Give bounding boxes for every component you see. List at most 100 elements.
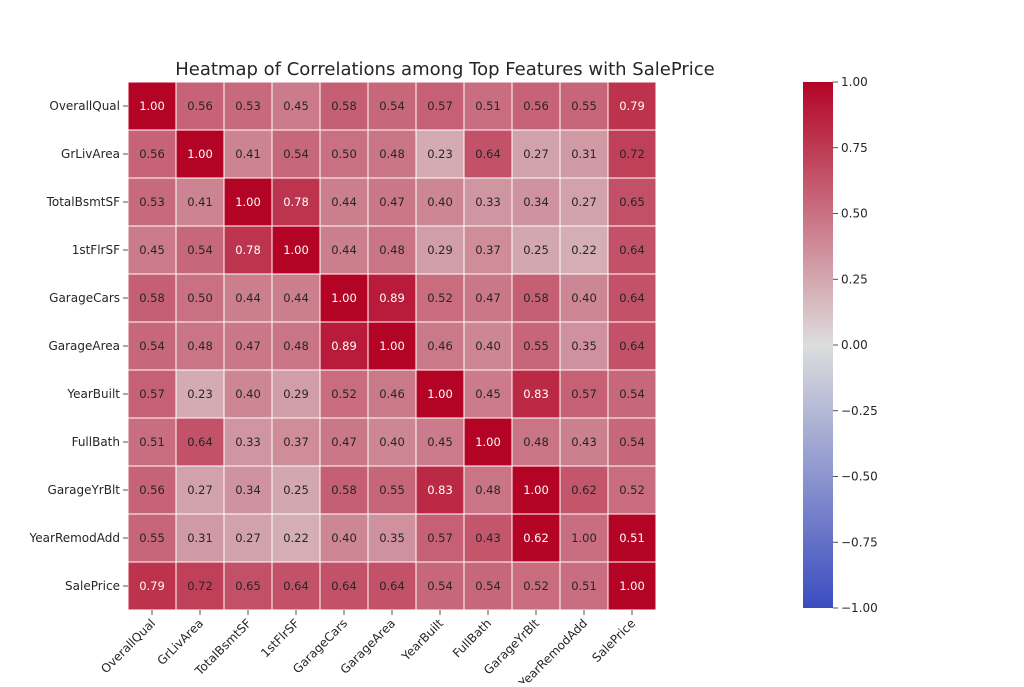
cell-value-label: 0.58 [331,99,357,113]
cell-value-label: 0.72 [187,579,213,593]
cell-value-label: 0.40 [571,291,597,305]
cell-value-label: 0.62 [571,483,597,497]
cell-value-label: 0.45 [475,387,501,401]
row-label: GrLivArea [61,147,120,161]
cell-value-label: 0.44 [235,291,261,305]
column-label: GrLivArea [155,616,207,668]
cell-value-label: 0.44 [283,291,309,305]
cell-value-label: 0.57 [427,99,453,113]
cell-value-label: 0.52 [331,387,357,401]
cell-value-label: 0.46 [427,339,453,353]
colorbar-tick-label: −0.50 [841,470,878,484]
cell-value-label: 0.47 [379,195,405,209]
cell-value-label: 0.31 [571,147,597,161]
cell-value-label: 0.22 [571,243,597,257]
cell-value-label: 0.64 [283,579,309,593]
row-label: YearRemodAdd [29,531,120,545]
cell-value-label: 1.00 [283,243,309,257]
cell-value-label: 0.64 [379,579,405,593]
cell-value-label: 0.25 [523,243,549,257]
heatmap-cells: 1.00 0.56 0.53 0.45 0.58 0.54 0.57 0.51 0.56 0.55… [128,82,656,610]
cell-value-label: 0.37 [283,435,309,449]
cell-value-label: 0.37 [475,243,501,257]
cell-value-label: 0.48 [379,243,405,257]
column-label: YearBuilt [398,616,446,664]
row-label: TotalBsmtSF [46,195,121,209]
cell-value-label: 0.27 [571,195,597,209]
cell-value-label: 0.89 [331,339,357,353]
cell-value-label: 0.53 [235,99,261,113]
cell-value-label: 1.00 [379,339,405,353]
cell-value-label: 0.64 [475,147,501,161]
cell-value-label: 0.62 [523,531,549,545]
cell-value-label: 0.47 [331,435,357,449]
cell-value-label: 0.35 [571,339,597,353]
cell-value-label: 0.35 [379,531,405,545]
cell-value-label: 0.43 [571,435,597,449]
row-label: GarageArea [48,339,120,353]
cell-value-label: 0.54 [427,579,453,593]
cell-value-label: 0.23 [427,147,453,161]
cell-value-label: 0.51 [571,579,597,593]
cell-value-label: 0.41 [187,195,213,209]
cell-value-label: 0.64 [619,291,645,305]
cell-value-label: 0.58 [523,291,549,305]
cell-value-label: 0.40 [475,339,501,353]
colorbar-tick-label: −1.00 [841,601,878,615]
cell-value-label: 0.54 [283,147,309,161]
cell-value-label: 0.50 [331,147,357,161]
cell-value-label: 0.79 [139,579,165,593]
cell-value-label: 0.44 [331,243,357,257]
cell-value-label: 0.54 [379,99,405,113]
cell-value-label: 0.54 [619,435,645,449]
cell-value-label: 0.83 [523,387,549,401]
cell-value-label: 0.64 [187,435,213,449]
cell-value-label: 0.52 [523,579,549,593]
cell-value-label: 0.53 [139,195,165,209]
cell-value-label: 0.54 [187,243,213,257]
colorbar-tick-label: 0.25 [841,272,868,286]
cell-value-label: 0.58 [331,483,357,497]
colorbar-tick-label: 0.75 [841,141,868,155]
cell-value-label: 0.56 [139,483,165,497]
cell-value-label: 0.57 [571,387,597,401]
cell-value-label: 0.64 [619,339,645,353]
cell-value-label: 0.40 [331,531,357,545]
cell-value-label: 0.56 [523,99,549,113]
cell-value-label: 1.00 [571,531,597,545]
cell-value-label: 0.64 [619,243,645,257]
cell-value-label: 0.25 [283,483,309,497]
cell-value-label: 0.65 [619,195,645,209]
cell-value-label: 1.00 [235,195,261,209]
cell-value-label: 0.22 [283,531,309,545]
cell-value-label: 0.72 [619,147,645,161]
cell-value-label: 0.48 [475,483,501,497]
colorbar-gradient [803,82,833,608]
cell-value-label: 0.45 [139,243,165,257]
cell-value-label: 1.00 [139,99,165,113]
cell-value-label: 0.52 [427,291,453,305]
cell-value-label: 0.65 [235,579,261,593]
row-labels: OverallQualGrLivAreaTotalBsmtSF1stFlrSFG… [29,99,128,593]
cell-value-label: 0.48 [283,339,309,353]
cell-value-label: 0.50 [187,291,213,305]
cell-value-label: 0.51 [475,99,501,113]
row-label: GarageYrBlt [48,483,121,497]
cell-value-label: 0.57 [427,531,453,545]
cell-value-label: 0.83 [427,483,453,497]
cell-value-label: 0.43 [475,531,501,545]
cell-value-label: 0.40 [379,435,405,449]
cell-value-label: 0.52 [619,483,645,497]
cell-value-label: 0.34 [523,195,549,209]
cell-value-label: 0.34 [235,483,261,497]
cell-value-label: 0.57 [139,387,165,401]
cell-value-label: 0.55 [379,483,405,497]
cell-value-label: 0.48 [187,339,213,353]
cell-value-label: 0.78 [235,243,261,257]
colorbar-tick-label: −0.75 [841,535,878,549]
row-label: GarageCars [49,291,120,305]
cell-value-label: 0.23 [187,387,213,401]
cell-value-label: 0.27 [523,147,549,161]
